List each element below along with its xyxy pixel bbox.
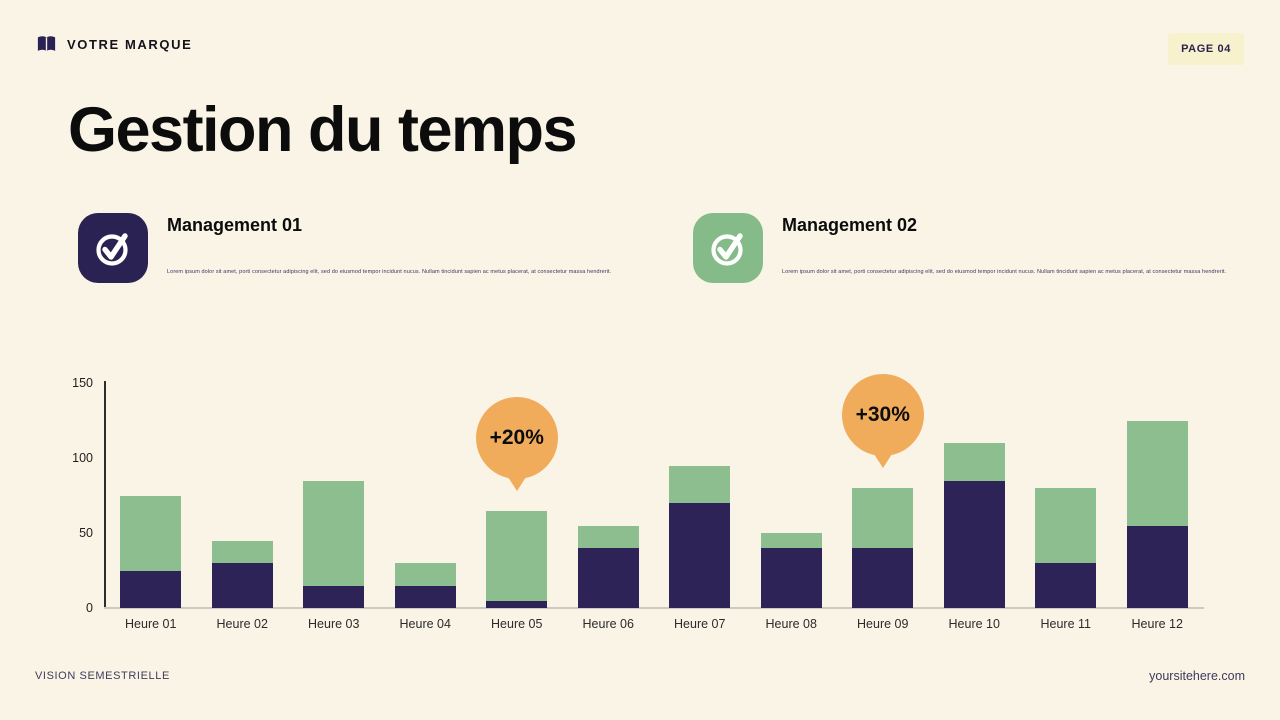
bar-segment-top-green	[669, 465, 731, 503]
bar-segment-bottom-dark	[486, 600, 548, 608]
page-number-badge: PAGE 04	[1168, 33, 1244, 65]
open-book-icon	[35, 33, 58, 56]
bar-segment-bottom-dark	[394, 585, 456, 608]
bar-segment-top-green	[211, 540, 273, 563]
x-tick-label: Heure 03	[308, 617, 360, 631]
x-tick-label: Heure 02	[216, 617, 268, 631]
bar-segment-top-green	[760, 533, 822, 548]
feature-title: Management 02	[782, 215, 918, 235]
bar-segment-bottom-dark	[943, 480, 1005, 608]
x-tick-label: Heure 01	[125, 617, 177, 631]
bar-segment-top-green	[852, 488, 914, 548]
bar-segment-bottom-dark	[760, 548, 822, 608]
x-axis-baseline	[104, 607, 1204, 609]
page-title: Gestion du temps	[68, 95, 578, 165]
check-circle-icon	[78, 213, 148, 283]
x-tick-label: Heure 12	[1131, 617, 1183, 631]
feature-description: Lorem ipsum dolor sit amet, porti consec…	[782, 269, 1227, 275]
x-tick-label: Heure 08	[765, 617, 817, 631]
footer-tagline: VISION SEMESTRIELLE	[35, 670, 170, 682]
feature-management-01: Management 01 Lorem ipsum dolor sit amet…	[78, 213, 611, 283]
bar-segment-top-green	[943, 443, 1005, 481]
x-tick-label: Heure 07	[674, 617, 726, 631]
brand-logo: VOTRE MARQUE	[35, 33, 192, 56]
x-tick-label: Heure 04	[399, 617, 451, 631]
footer-website-link[interactable]: yoursitehere.com	[1149, 669, 1245, 683]
y-tick-label: 100	[72, 451, 93, 465]
check-circle-icon	[693, 213, 763, 283]
x-tick-label: Heure 10	[948, 617, 1000, 631]
y-tick-label: 0	[86, 601, 93, 615]
percentage-callout-bubble: +30%	[841, 374, 924, 456]
bar-segment-bottom-dark	[303, 585, 365, 608]
percentage-callout-bubble: +20%	[475, 396, 558, 479]
y-tick-label: 50	[79, 526, 93, 540]
bar-segment-top-green	[1035, 488, 1097, 563]
x-tick-label: Heure 06	[582, 617, 634, 631]
bar-segment-top-green	[577, 525, 639, 548]
x-tick-label: Heure 09	[857, 617, 909, 631]
brand-name: VOTRE MARQUE	[67, 37, 193, 52]
y-axis-line	[104, 381, 106, 609]
bar-segment-bottom-dark	[120, 570, 182, 608]
x-tick-label: Heure 05	[491, 617, 543, 631]
stacked-bar-chart: Heure 01 Heure 02 Heure 03 Heure 04 Heure 05…	[72, 374, 1203, 631]
bar-segment-bottom-dark	[852, 548, 914, 608]
bar-segment-bottom-dark	[1035, 563, 1097, 608]
y-tick-label: 150	[72, 376, 93, 390]
feature-management-02: Management 02 Lorem ipsum dolor sit amet…	[693, 213, 1226, 283]
bar-segment-top-green	[1126, 420, 1188, 526]
bar-segment-bottom-dark	[211, 563, 273, 608]
bar-segment-bottom-dark	[669, 503, 731, 608]
bar-segment-bottom-dark	[577, 548, 639, 608]
bar-segment-top-green	[303, 480, 365, 586]
x-tick-label: Heure 11	[1040, 617, 1092, 631]
bar-segment-top-green	[120, 495, 182, 571]
bar-segment-top-green	[486, 510, 548, 601]
bar-segment-bottom-dark	[1126, 525, 1188, 608]
bar-segment-top-green	[394, 563, 456, 586]
feature-description: Lorem ipsum dolor sit amet, porti consec…	[167, 269, 612, 275]
feature-title: Management 01	[167, 215, 303, 235]
